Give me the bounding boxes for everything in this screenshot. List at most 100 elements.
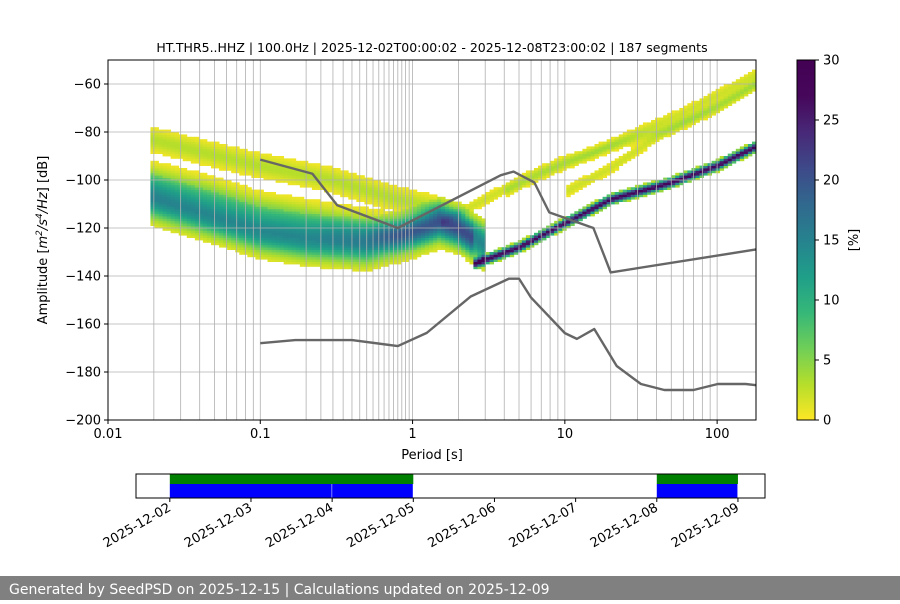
heatmap-cell bbox=[215, 235, 220, 238]
heatmap-cell bbox=[513, 177, 519, 181]
heatmap-cell bbox=[320, 211, 325, 214]
heatmap-cell bbox=[231, 218, 236, 222]
heatmap-cell bbox=[186, 148, 192, 152]
heatmap-cell bbox=[198, 151, 204, 154]
heatmap-cell bbox=[340, 223, 345, 226]
heatmap-cell bbox=[517, 240, 523, 243]
heatmap-cell bbox=[182, 168, 188, 171]
heatmap-cell bbox=[445, 235, 450, 238]
heatmap-cell bbox=[194, 177, 200, 181]
heatmap-cell bbox=[400, 235, 406, 238]
heatmap-cell bbox=[380, 247, 385, 250]
heatmap-cell bbox=[235, 204, 240, 207]
heatmap-cell bbox=[388, 232, 394, 236]
heatmap-cell bbox=[235, 218, 240, 222]
heatmap-cell bbox=[731, 160, 737, 164]
heatmap-cell bbox=[307, 237, 313, 241]
y-axis-label-part: ] [dB] bbox=[36, 156, 51, 193]
heatmap-cell bbox=[384, 252, 390, 255]
heatmap-cell bbox=[315, 184, 321, 188]
heatmap-cell bbox=[429, 206, 434, 210]
heatmap-cell bbox=[473, 252, 478, 255]
heatmap-cell bbox=[711, 110, 717, 114]
heatmap-cell bbox=[340, 170, 345, 174]
heatmap-cell bbox=[489, 252, 494, 255]
heatmap-cell bbox=[182, 184, 188, 188]
heatmap-cell bbox=[630, 151, 636, 154]
heatmap-cell bbox=[267, 192, 272, 195]
heatmap-cell bbox=[453, 232, 458, 236]
heatmap-cell bbox=[598, 141, 603, 145]
heatmap-cell bbox=[396, 192, 402, 195]
heatmap-cell bbox=[598, 208, 603, 212]
heatmap-cell bbox=[202, 232, 208, 236]
heatmap-cell bbox=[219, 204, 224, 207]
heatmap-cell bbox=[392, 232, 398, 236]
heatmap-cell bbox=[263, 223, 268, 226]
heatmap-cell bbox=[473, 232, 478, 236]
heatmap-cell bbox=[566, 194, 571, 198]
heatmap-cell bbox=[336, 242, 341, 246]
heatmap-cell bbox=[372, 189, 377, 193]
heatmap-cell bbox=[235, 225, 240, 229]
heatmap-cell bbox=[606, 146, 612, 150]
heatmap-cell bbox=[307, 235, 313, 238]
heatmap-cell bbox=[211, 225, 216, 229]
heatmap-cell bbox=[311, 247, 317, 250]
heatmap-cell bbox=[380, 189, 385, 193]
heatmap-cell bbox=[166, 228, 172, 231]
heatmap-cell bbox=[158, 182, 163, 186]
heatmap-cell bbox=[356, 244, 361, 248]
heatmap-cell bbox=[509, 182, 515, 186]
heatmap-cell bbox=[263, 199, 268, 202]
heatmap-cell bbox=[424, 218, 430, 222]
heatmap-cell bbox=[255, 189, 260, 193]
heatmap-cell bbox=[400, 194, 406, 198]
heatmap-cell bbox=[457, 223, 462, 226]
heatmap-cell bbox=[263, 247, 268, 250]
heatmap-cell bbox=[170, 213, 176, 217]
heatmap-cell bbox=[219, 192, 224, 195]
heatmap-cell bbox=[420, 208, 426, 212]
heatmap-cell bbox=[287, 196, 293, 200]
heatmap-cell bbox=[150, 141, 155, 145]
heatmap-cell bbox=[461, 230, 466, 234]
heatmap-cell bbox=[477, 218, 482, 222]
heatmap-cell bbox=[743, 91, 749, 94]
heatmap-cell bbox=[473, 228, 478, 231]
heatmap-cell bbox=[642, 132, 648, 135]
heatmap-cell bbox=[324, 165, 329, 169]
heatmap-cell bbox=[211, 240, 216, 243]
heatmap-cell bbox=[566, 163, 571, 166]
heatmap-cell bbox=[315, 163, 321, 166]
heatmap-cell bbox=[315, 240, 321, 243]
heatmap-cell bbox=[675, 115, 680, 118]
heatmap-cell bbox=[416, 252, 422, 255]
heatmap-cell bbox=[582, 158, 587, 162]
heatmap-cell bbox=[231, 196, 236, 200]
heatmap-cell bbox=[735, 84, 741, 87]
grid bbox=[108, 60, 756, 421]
heatmap-cell bbox=[154, 189, 159, 193]
heatmap-cell bbox=[433, 244, 438, 248]
heatmap-cell bbox=[352, 196, 357, 200]
heatmap-cell bbox=[533, 168, 539, 171]
heatmap-cell bbox=[731, 96, 737, 99]
heatmap-cell bbox=[332, 189, 337, 193]
heatmap-cell bbox=[663, 184, 668, 188]
heatmap-cell bbox=[412, 235, 418, 238]
heatmap-cell bbox=[429, 228, 434, 231]
heatmap-cell bbox=[247, 163, 252, 166]
heatmap-cell bbox=[271, 232, 276, 236]
heatmap-cell bbox=[223, 199, 228, 202]
heatmap-cell bbox=[348, 172, 353, 176]
heatmap-cell bbox=[388, 194, 394, 198]
heatmap-cell bbox=[194, 201, 200, 205]
heatmap-cell bbox=[586, 206, 591, 210]
heatmap-cell bbox=[424, 194, 430, 198]
heatmap-cell bbox=[332, 218, 337, 222]
heatmap-cell bbox=[356, 235, 361, 238]
heatmap-cell bbox=[743, 86, 749, 90]
heatmap-cell bbox=[158, 129, 163, 133]
heatmap-cell bbox=[429, 216, 434, 219]
